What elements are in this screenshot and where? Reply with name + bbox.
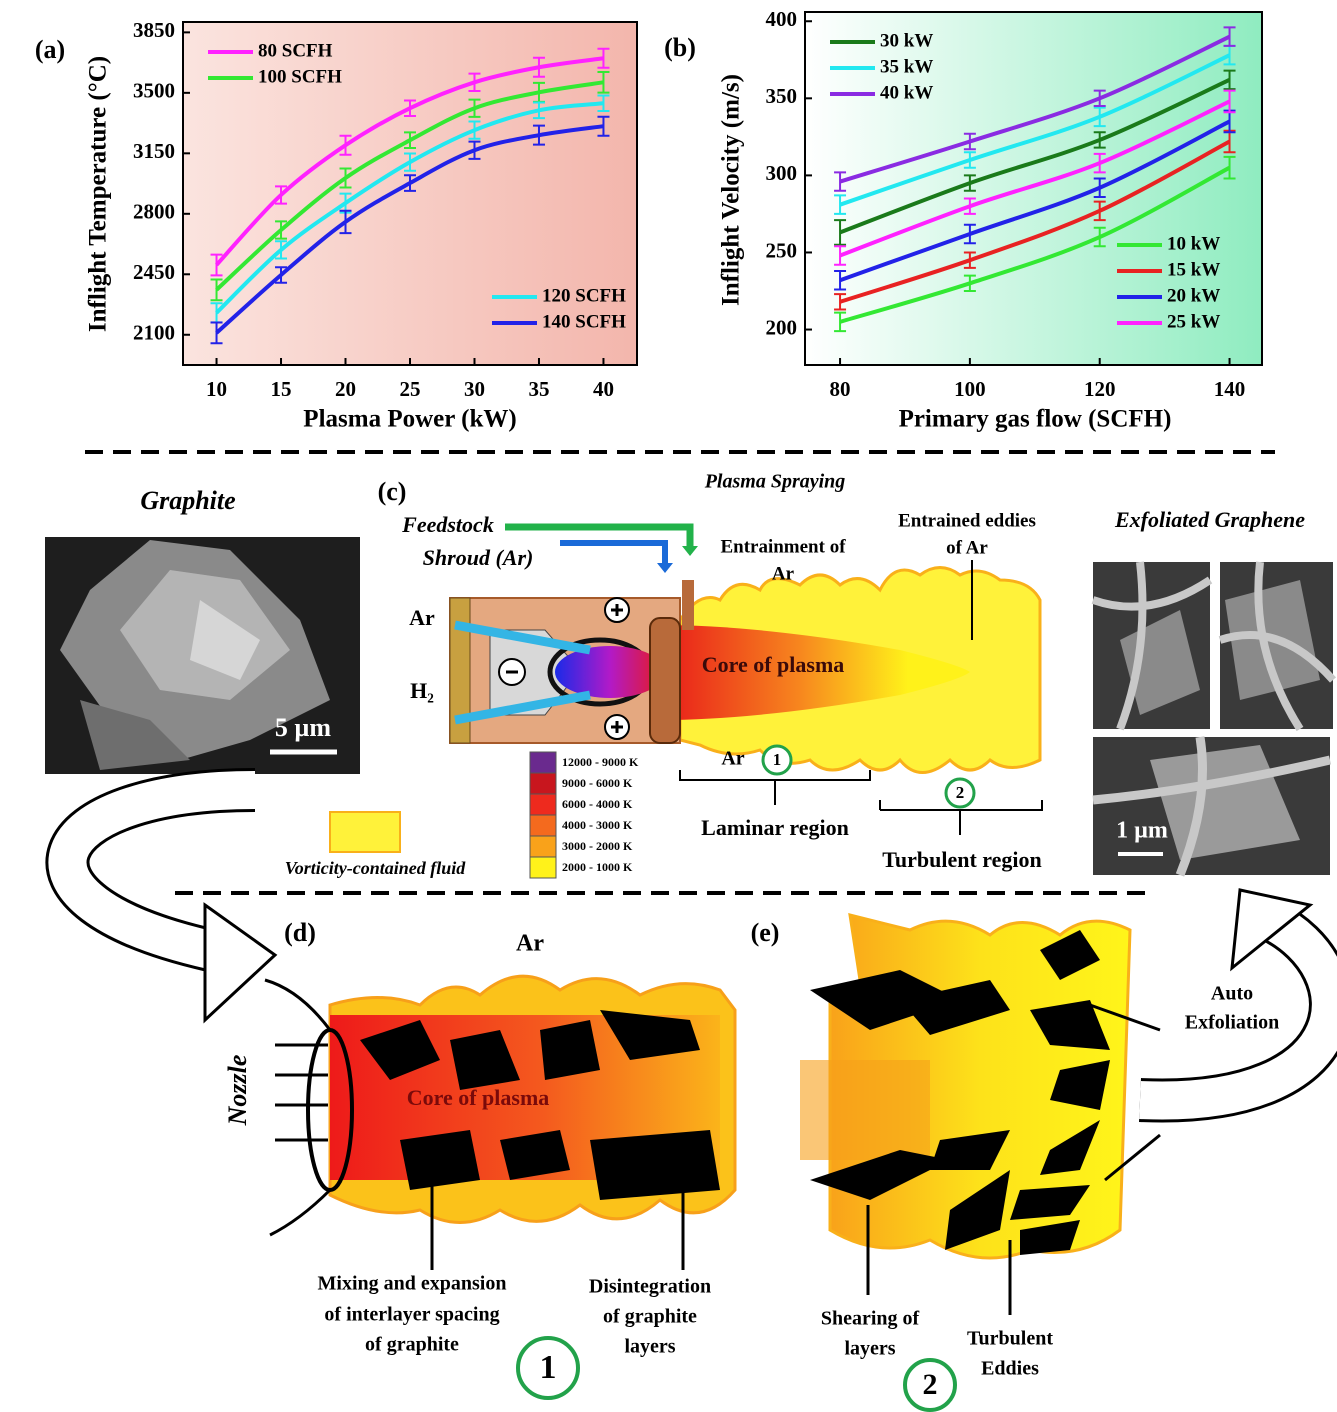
label: Exfoliation	[1185, 1012, 1279, 1034]
y-tick-label: 250	[766, 238, 798, 262]
y-tick-label: 3150	[133, 139, 175, 163]
legend-label: 12000 - 9000 K	[562, 755, 639, 769]
y-tick-label: 400	[766, 7, 798, 31]
x-tick-label: 30	[464, 377, 485, 401]
label: of interlayer spacing	[324, 1304, 499, 1326]
legend-swatch	[530, 773, 556, 794]
scale-bar-label: 5 µm	[275, 713, 331, 742]
legend-label: 4000 - 3000 K	[562, 818, 633, 832]
x-axis-title: Primary gas flow (SCFH)	[899, 406, 1172, 433]
legend-label: 35 kW	[880, 56, 933, 77]
x-tick-label: 25	[400, 377, 421, 401]
y-tick-label: 3850	[133, 18, 175, 42]
legend-label: 80 SCFH	[258, 40, 333, 61]
x-tick-label: 35	[528, 377, 549, 401]
scale-bar-label: 1 µm	[1116, 818, 1168, 844]
label: of Ar	[946, 537, 988, 558]
region-number: 1	[540, 1349, 557, 1386]
panel-label: (b)	[664, 33, 696, 62]
temperature-legend: 12000 - 9000 K 9000 - 6000 K 6000 - 4000 K…	[530, 752, 639, 878]
x-tick-label: 10	[206, 377, 227, 401]
panel-label: (e)	[751, 918, 780, 947]
x-tick-label: 20	[335, 377, 356, 401]
label: Ar	[721, 748, 744, 770]
y-tick-label: 350	[766, 84, 798, 108]
legend-label: 9000 - 6000 K	[562, 776, 633, 790]
label: layers	[844, 1338, 895, 1360]
legend-label: 3000 - 2000 K	[562, 839, 633, 853]
label: Auto	[1211, 983, 1253, 1005]
label: Mixing and expansion	[318, 1273, 507, 1295]
label: H₂	[410, 678, 434, 703]
panel-label: (c)	[378, 477, 407, 506]
panel-label: (d)	[284, 918, 316, 947]
label: layers	[624, 1336, 675, 1358]
x-tick-label: 80	[830, 377, 851, 401]
label: Entrained eddies	[898, 510, 1036, 531]
y-tick-label: 200	[766, 315, 798, 339]
y-tick-label: 2800	[133, 200, 175, 224]
label: Nozzle	[223, 1055, 252, 1127]
panel-label: (a)	[35, 35, 65, 64]
plasma-torch-diagram	[330, 527, 1042, 852]
region-number: 2	[923, 1368, 938, 1401]
label: of graphite	[603, 1306, 697, 1328]
y-tick-label: 2100	[133, 321, 175, 345]
image-title: Exfoliated Graphene	[1114, 507, 1305, 532]
legend-swatch	[530, 794, 556, 815]
label: of graphite	[365, 1334, 459, 1356]
legend-swatch	[530, 836, 556, 857]
label: Shearing of	[821, 1308, 920, 1330]
legend-label: 15 kW	[1167, 259, 1220, 280]
y-tick-label: 2450	[133, 260, 175, 284]
label: Disintegration	[589, 1276, 711, 1298]
legend-label: 10 kW	[1167, 233, 1220, 254]
x-tick-label: 100	[954, 377, 986, 401]
label: Core of plasma	[407, 1085, 550, 1110]
y-tick-label: 300	[766, 161, 798, 185]
label: Entrainment of	[720, 536, 846, 557]
label: Core of plasma	[702, 652, 845, 677]
x-tick-label: 40	[593, 377, 614, 401]
label: Vorticity-contained fluid	[285, 858, 467, 878]
y-tick-label: 3500	[133, 79, 175, 103]
x-tick-label: 120	[1084, 377, 1116, 401]
legend-label: 140 SCFH	[542, 311, 626, 332]
label: Eddies	[981, 1358, 1039, 1380]
label: Ar	[772, 563, 795, 584]
charts: 2100 2450 2800 3150 3500 3850 10 15 20 25 30 35 40 (a…	[35, 7, 1262, 433]
legend-swatch	[530, 815, 556, 836]
label: Ar	[409, 605, 435, 630]
label: Ar	[516, 931, 544, 957]
label: Turbulent	[967, 1328, 1053, 1350]
x-tick-label: 15	[271, 377, 292, 401]
legend-label: 120 SCFH	[542, 285, 626, 306]
legend-swatch	[530, 857, 556, 878]
figure: 21002450280031503500385010152025303540(a…	[0, 0, 1337, 1412]
legend-label: 40 kW	[880, 82, 933, 103]
legend-label: 25 kW	[1167, 311, 1220, 332]
legend-label: 20 kW	[1167, 285, 1220, 306]
x-axis-title: Plasma Power (kW)	[303, 406, 516, 433]
y-axis-title: Inflight Velocity (m/s)	[718, 74, 745, 306]
region-number: 2	[956, 783, 965, 802]
y-axis-title: Inflight Temperature (°C)	[85, 56, 112, 332]
label: Turbulent region	[882, 847, 1042, 872]
diagram-title: Plasma Spraying	[704, 471, 846, 493]
legend-swatch	[530, 752, 556, 773]
label: Laminar region	[701, 815, 849, 840]
label: Shroud (Ar)	[423, 545, 534, 570]
x-tick-label: 140	[1214, 377, 1246, 401]
legend-label: 6000 - 4000 K	[562, 797, 633, 811]
label: Feedstock	[401, 512, 494, 537]
image-title: Graphite	[140, 486, 235, 515]
legend-label: 100 SCFH	[258, 66, 342, 87]
legend-label: 30 kW	[880, 30, 933, 51]
region-number: 1	[773, 750, 782, 769]
legend-label: 2000 - 1000 K	[562, 860, 633, 874]
